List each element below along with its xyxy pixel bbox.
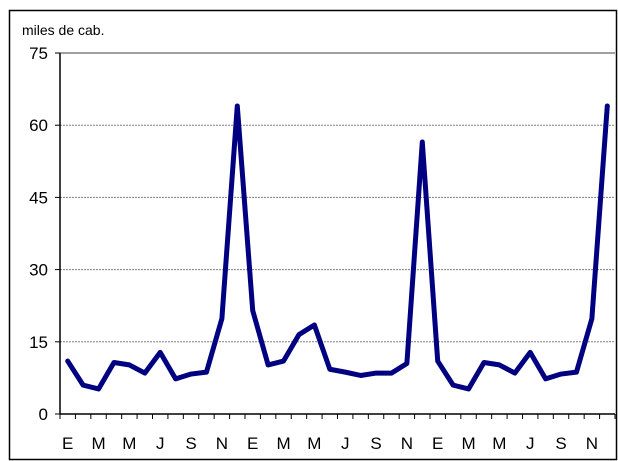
x-tick-label: E — [432, 434, 443, 453]
x-tick-label: N — [216, 434, 228, 453]
x-tick-label: M — [492, 434, 506, 453]
y-tick-label: 30 — [29, 261, 48, 280]
x-tick-label: E — [247, 434, 258, 453]
x-tick-label: N — [401, 434, 413, 453]
x-tick-label: J — [526, 434, 535, 453]
x-tick-label: M — [461, 434, 475, 453]
y-tick-label: 0 — [39, 405, 48, 424]
x-tick-label: S — [185, 434, 196, 453]
x-tick-label: E — [62, 434, 73, 453]
x-tick-label: J — [156, 434, 165, 453]
x-tick-label: M — [307, 434, 321, 453]
y-tick-label: 15 — [29, 333, 48, 352]
y-tick-label: 60 — [29, 116, 48, 135]
x-tick-label: J — [341, 434, 350, 453]
chart-border — [10, 11, 617, 460]
y-tick-label: 75 — [29, 44, 48, 63]
x-tick-label: M — [276, 434, 290, 453]
x-tick-label: S — [555, 434, 566, 453]
x-tick-label: N — [586, 434, 598, 453]
y-tick-label: 45 — [29, 188, 48, 207]
x-tick-label: S — [370, 434, 381, 453]
x-tick-label: M — [91, 434, 105, 453]
x-tick-label: M — [122, 434, 136, 453]
y-axis-label: miles de cab. — [22, 22, 104, 38]
